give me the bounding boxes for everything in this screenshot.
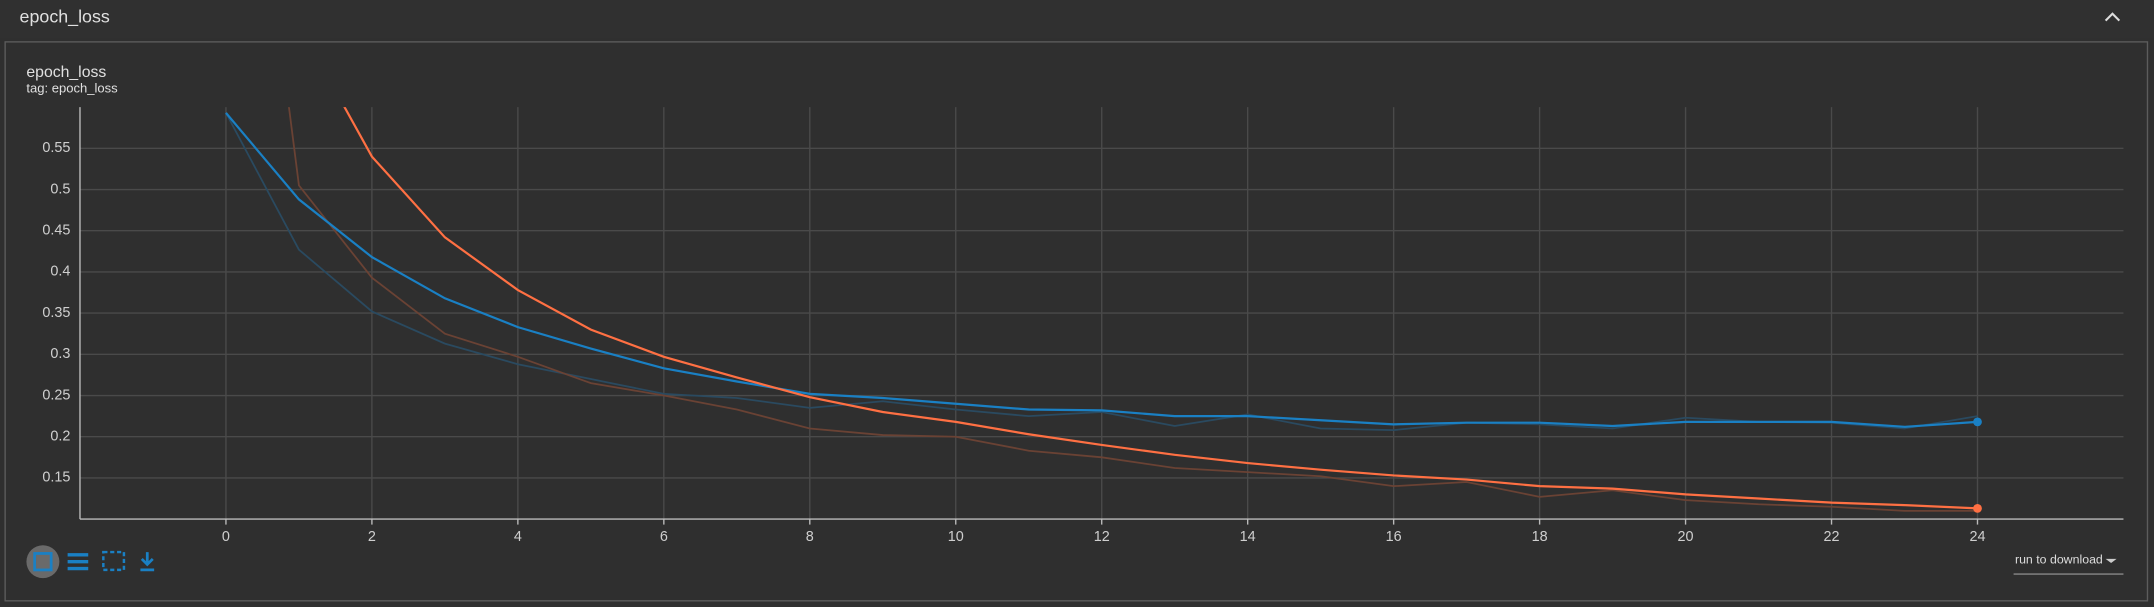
fit-domain-icon [33,552,53,572]
x-tick-label: 18 [1532,529,1548,545]
series-line [225,112,1978,428]
last-point [1973,504,1982,513]
series-line [225,112,1978,432]
x-tick-label: 14 [1240,529,1256,545]
collapse-icon[interactable] [2104,12,2121,22]
x-tick-label: 24 [1969,529,1985,545]
x-tick-label: 20 [1678,529,1694,545]
y-tick-label: 0.25 [42,387,70,403]
series-line [288,107,1978,512]
y-tick-label: 0.2 [50,429,70,445]
dropdown-arrow[interactable] [2105,558,2117,564]
card [4,41,2149,602]
x-tick-label: 2 [368,529,376,545]
y-tick-label: 0.3 [50,346,70,362]
download-button[interactable] [140,552,155,572]
y-tick-label: 0.5 [50,181,70,197]
y-tick-label: 0.35 [42,305,70,321]
y-tick-label: 0.15 [42,470,70,486]
x-tick-label: 0 [222,529,230,545]
x-tick-label: 6 [660,529,668,545]
x-tick-label: 12 [1094,529,1110,545]
x-tick-label: 8 [806,529,814,545]
run-select[interactable]: run to download [2015,553,2103,567]
card-tag: tag: epoch_loss [26,81,118,96]
x-tick-label: 16 [1386,529,1402,545]
fit-domain-button[interactable] [26,545,60,579]
x-tick-label: 10 [948,529,964,545]
chart: 0.150.20.250.30.350.40.450.50.550 2 4 6 8 10 1… [42,107,2124,545]
data-selection-button[interactable] [102,550,126,572]
log-scale-button[interactable] [67,553,89,571]
y-tick-label: 0.4 [50,264,70,280]
x-tick-label: 4 [514,529,522,545]
section-header[interactable] [0,0,2154,39]
y-tick-label: 0.55 [42,140,70,156]
card-title: epoch_loss [26,64,106,81]
x-tick-label: 22 [1824,529,1840,545]
y-tick-label: 0.45 [42,223,70,239]
series-line [343,107,1978,510]
last-point [1973,417,1982,427]
plot-area [225,107,1982,513]
section-title: epoch_loss [20,7,110,28]
